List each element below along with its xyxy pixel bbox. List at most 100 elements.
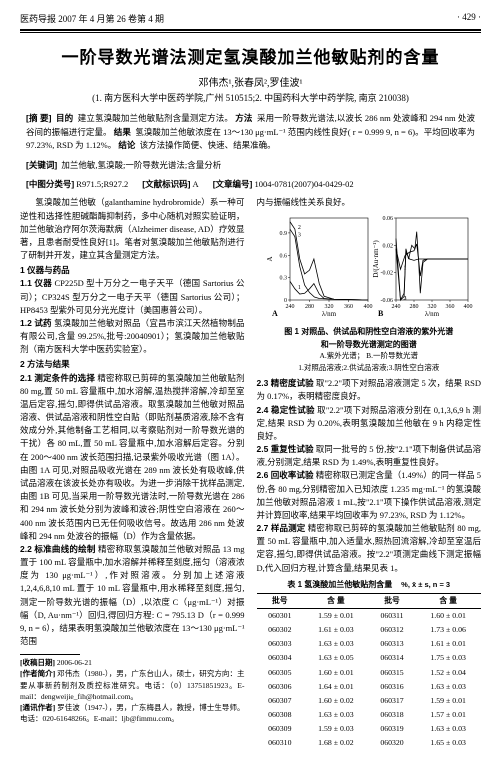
table-cell: 060304 [257, 651, 304, 665]
table-cell: 060308 [257, 708, 304, 722]
footnote-rule [20, 654, 80, 655]
svg-text:240: 240 [391, 304, 400, 310]
svg-text:360: 360 [344, 304, 353, 310]
table-1-note: %, x̄ ± s, n = 3 [401, 580, 450, 589]
table-row: 0603091.59 ± 0.030603191.63 ± 0.03 [257, 722, 482, 736]
table-row: 0603041.63 ± 0.050603141.75 ± 0.03 [257, 651, 482, 665]
table-cell: 1.57 ± 0.01 [415, 708, 481, 722]
svg-text:B: B [378, 309, 384, 318]
methods-label: 方法 [235, 113, 252, 123]
table-cell: 060317 [369, 694, 416, 708]
table-cell: 1.60 ± 0.02 [303, 694, 369, 708]
subsection-2-3: 2.3 精密度试验 取"2.2"项下对照品溶液测定 5 次，结果 RSD 为 0… [257, 377, 482, 403]
conclusion-text: 该方法操作简便、快速、结果准确。 [140, 140, 276, 150]
figure-1-caption-2: 和一阶导数光谱测定的图谱 [257, 339, 482, 350]
svg-text:0: 0 [284, 298, 287, 304]
svg-text:280: 280 [305, 304, 314, 310]
table-cell: 1.60 ± 0.01 [415, 609, 481, 624]
subsection-2-1: 2.1 测定条件的选择 精密称取已剪碎的氢溴酸加兰他敏贴剂 80 mg,置 50… [20, 372, 245, 543]
left-column: 氢溴酸加兰他敏（galanthamine hydrobromide）系一种可逆性… [20, 196, 245, 750]
journal-header-left: 医药导报 2007 年 4 月第 26 卷第 4 期 [20, 12, 164, 25]
subsection-2-6: 2.6 回收率试验 精密称取已测定含量（1.49%）的同一样品 5 份,各 80… [257, 469, 482, 522]
svg-text:3: 3 [403, 296, 406, 302]
table-cell: 060310 [257, 736, 304, 750]
table-cell: 060316 [369, 680, 416, 694]
abstract-block: [摘 要] 目的 建立氢溴酸加兰他敏贴剂含量测定方法。 方法 采用一阶导数光谱法… [26, 112, 475, 153]
table-row: 0603011.59 ± 0.010603111.60 ± 0.01 [257, 609, 482, 624]
footnote-date: [收稿日期] 2006-06-21 [20, 657, 245, 668]
table-cell: 1.65 ± 0.03 [415, 736, 481, 750]
svg-text:0.02: 0.02 [382, 243, 393, 249]
svg-text:1: 1 [298, 284, 301, 290]
svg-text:0.3: 0.3 [279, 275, 287, 281]
table-row: 0603101.68 ± 0.020603201.65 ± 0.03 [257, 736, 482, 750]
figure-1-caption-4: 1.对照品溶液;2.供试品溶液;3.阴性空白溶液 [257, 362, 482, 374]
table-1: 批号含 量批号含 量 0603011.59 ± 0.010603111.60 ±… [257, 593, 482, 750]
doc-label: [文献标识码] [142, 179, 190, 189]
table-cell: 060311 [369, 609, 416, 624]
table-row: 0603021.61 ± 0.030603121.73 ± 0.06 [257, 623, 482, 637]
classification-line: [中图分类号] R971.5;R927.2 [文献标识码] A [文章编号] 1… [26, 178, 475, 190]
authors: 邓伟杰¹,张春凤²,罗佳波¹ [20, 74, 481, 89]
svg-text:A: A [272, 309, 278, 318]
table-cell: 060319 [369, 722, 416, 736]
footnote-author: [作者简介] 邓伟杰（1980-），男，广东台山人，硕士，研究方向：主要从事新药… [20, 668, 245, 702]
article-title: 一阶导数光谱法测定氢溴酸加兰他敏贴剂的含量 [20, 43, 481, 68]
subsection-2-4: 2.4 稳定性试验 取"2.2"项下对照品溶液分别在 0,1,3,6,9 h 测… [257, 404, 482, 444]
table-cell: 060313 [369, 637, 416, 651]
table-cell: 1.59 ± 0.01 [415, 694, 481, 708]
svg-text:280: 280 [409, 304, 418, 310]
table-header: 含 量 [303, 594, 369, 609]
rule-thin [20, 32, 481, 33]
subsection-2-5: 2.5 重复性试验 取同一批号的 5 份,按"2.1"项下制备供试品溶液,分别测… [257, 443, 482, 469]
svg-text:-0.02: -0.02 [380, 270, 393, 276]
subsection-2-2: 2.2 标准曲线的绘制 精密称取氢溴酸加兰他敏对照品 13 mg 置于 100 … [20, 543, 245, 648]
table-1-caption: 表 1 氢溴酸加兰他敏贴剂含量 [287, 580, 392, 589]
svg-text:400: 400 [463, 304, 472, 310]
table-cell: 060320 [369, 736, 416, 750]
table-cell: 060307 [257, 694, 304, 708]
table-cell: 060315 [369, 666, 416, 680]
table-cell: 1.63 ± 0.03 [303, 637, 369, 651]
table-cell: 1.59 ± 0.03 [303, 722, 369, 736]
objective-text: 建立氢溴酸加兰他敏贴剂含量测定方法。 [78, 113, 233, 123]
table-cell: 060301 [257, 609, 304, 624]
table-cell: 1.59 ± 0.01 [303, 609, 369, 624]
table-cell: 1.63 ± 0.03 [415, 722, 481, 736]
svg-text:240: 240 [285, 304, 294, 310]
table-cell: 1.60 ± 0.01 [303, 666, 369, 680]
footnote-corresponding: [通讯作者] 罗佳波（1947-），男，广东梅县人，教授，博士生导师。电话：02… [20, 702, 245, 725]
abstract-label: [摘 要] [26, 113, 52, 123]
table-cell: 1.63 ± 0.05 [303, 651, 369, 665]
results-label: 结果 [114, 127, 131, 137]
table-row: 0603051.60 ± 0.010603151.52 ± 0.04 [257, 666, 482, 680]
subsection-1-1: 1.1 仪器 CP225D 型十万分之一电子天平（德国 Sartorius 公司… [20, 277, 245, 317]
right-column: 内与振幅线性关系良好。 24028032036040000.30.60.9λ/n… [257, 196, 482, 750]
affiliations: (1. 南方医科大学中医药学院,广州 510515;2. 中国药科大学中药学院,… [20, 91, 481, 104]
svg-text:400: 400 [363, 304, 372, 310]
table-cell: 1.61 ± 0.01 [415, 637, 481, 651]
svg-text:2: 2 [298, 225, 301, 231]
figure-1: 24028032036040000.30.60.9λ/nmAA213240280… [257, 214, 482, 374]
table-row: 0603081.63 ± 0.030603181.57 ± 0.01 [257, 708, 482, 722]
svg-text:0.9: 0.9 [279, 230, 287, 236]
table-cell: 1.75 ± 0.03 [415, 651, 481, 665]
table-cell: 1.63 ± 0.03 [415, 680, 481, 694]
svg-text:λ/nm: λ/nm [425, 310, 440, 318]
svg-text:0.06: 0.06 [382, 216, 393, 222]
table-header: 批号 [369, 594, 416, 609]
table-cell: 1.52 ± 0.04 [415, 666, 481, 680]
figure-1-svg: 24028032036040000.30.60.9λ/nmAA213240280… [264, 214, 474, 324]
keywords-label: [关键词] [26, 160, 57, 170]
table-cell: 060303 [257, 637, 304, 651]
svg-text:A: A [266, 256, 274, 261]
table-row: 0603031.63 ± 0.030603131.61 ± 0.01 [257, 637, 482, 651]
table-header: 含 量 [415, 594, 481, 609]
keywords-text: 加兰他敏,氢溴酸;一阶导数光谱法;含量分析 [61, 160, 221, 170]
table-cell: 060302 [257, 623, 304, 637]
cls-value: R971.5;R927.2 [76, 179, 128, 189]
figure-1-caption-3: A.紫外光谱； B.一阶导数光谱 [257, 350, 482, 362]
table-cell: 1.63 ± 0.03 [303, 708, 369, 722]
table-cell: 1.73 ± 0.06 [415, 623, 481, 637]
cls-label: [中图分类号] [26, 179, 74, 189]
